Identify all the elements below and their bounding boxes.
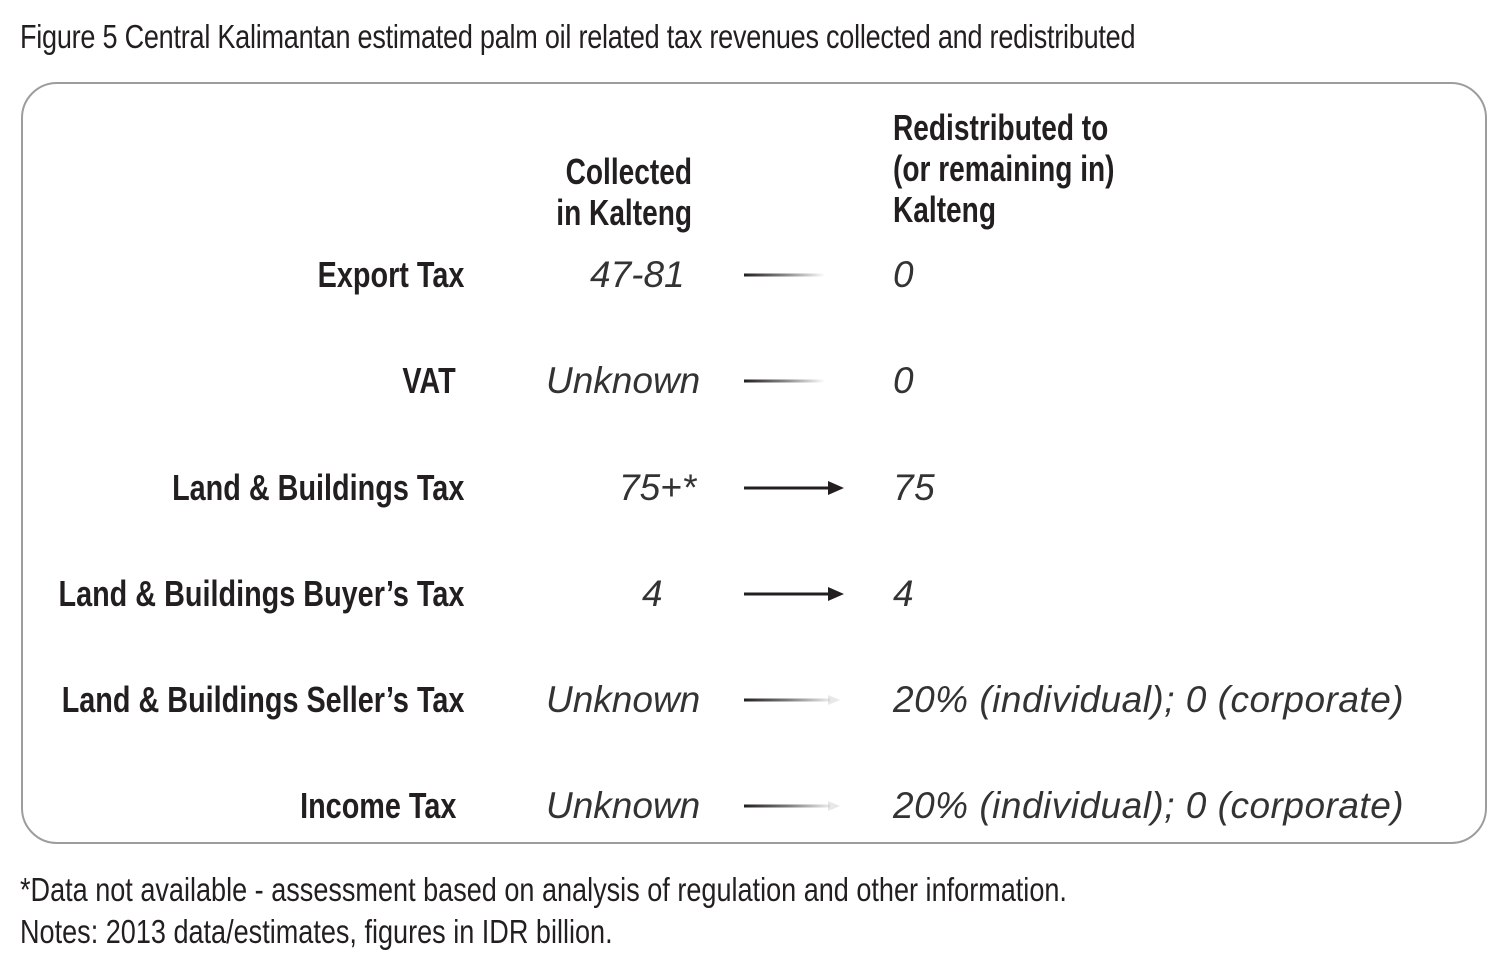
row-label: Land & Buildings Seller’s Tax bbox=[61, 679, 464, 720]
collected-value: Unknown bbox=[546, 785, 701, 826]
redistributed-value: 20% (individual); 0 (corporate) bbox=[893, 679, 1405, 720]
row-export-tax: Export Tax 47-81 0 bbox=[0, 245, 1508, 305]
arrow-right-icon bbox=[744, 587, 844, 601]
row-label: Export Tax bbox=[317, 254, 464, 295]
figure-title: Figure 5 Central Kalimantan estimated pa… bbox=[20, 18, 1136, 55]
row-vat: VAT Unknown 0 bbox=[0, 351, 1508, 411]
row-land-buildings-sellers-tax: Land & Buildings Seller’s Tax Unknown 20… bbox=[0, 670, 1508, 730]
collected-value: 47-81 bbox=[590, 254, 685, 295]
redistributed-value: 0 bbox=[893, 254, 915, 295]
collected-value: Unknown bbox=[546, 679, 701, 720]
row-label: Land & Buildings Tax bbox=[171, 467, 464, 508]
redistributed-value: 0 bbox=[893, 360, 915, 401]
row-income-tax: Income Tax Unknown 20% (individual); 0 (… bbox=[0, 776, 1508, 836]
row-label: Land & Buildings Buyer’s Tax bbox=[58, 573, 464, 614]
figure-panel bbox=[21, 82, 1487, 844]
redistributed-header-line2: (or remaining in) bbox=[893, 148, 1115, 189]
faded-arrow-icon bbox=[744, 273, 834, 277]
collected-value: 75+* bbox=[619, 467, 697, 508]
redistributed-header: Redistributed to (or remaining in) Kalte… bbox=[893, 107, 1115, 230]
asterisk-footnote: *Data not available - assessment based o… bbox=[20, 871, 1067, 908]
redistributed-value: 75 bbox=[893, 467, 936, 508]
collected-value: 4 bbox=[642, 573, 663, 614]
partial-arrow-icon bbox=[744, 695, 840, 705]
collected-header-line1: Collected bbox=[565, 151, 692, 192]
collected-value: Unknown bbox=[546, 360, 701, 401]
notes-footnote: Notes: 2013 data/estimates, figures in I… bbox=[20, 913, 613, 950]
row-label: Income Tax bbox=[299, 785, 456, 826]
partial-arrow-icon bbox=[744, 801, 840, 811]
collected-header-line2: in Kalteng bbox=[556, 192, 692, 233]
row-land-buildings-buyers-tax: Land & Buildings Buyer’s Tax 4 4 bbox=[0, 564, 1508, 624]
row-land-buildings-tax: Land & Buildings Tax 75+* 75 bbox=[0, 458, 1508, 518]
redistributed-header-line3: Kalteng bbox=[893, 189, 996, 230]
faded-arrow-icon bbox=[744, 379, 834, 383]
redistributed-value: 4 bbox=[893, 573, 915, 614]
arrow-right-icon bbox=[744, 481, 844, 495]
redistributed-value: 20% (individual); 0 (corporate) bbox=[893, 785, 1405, 826]
redistributed-header-line1: Redistributed to bbox=[893, 107, 1109, 148]
row-label: VAT bbox=[402, 360, 456, 401]
collected-header: Collected in Kalteng bbox=[556, 151, 692, 233]
